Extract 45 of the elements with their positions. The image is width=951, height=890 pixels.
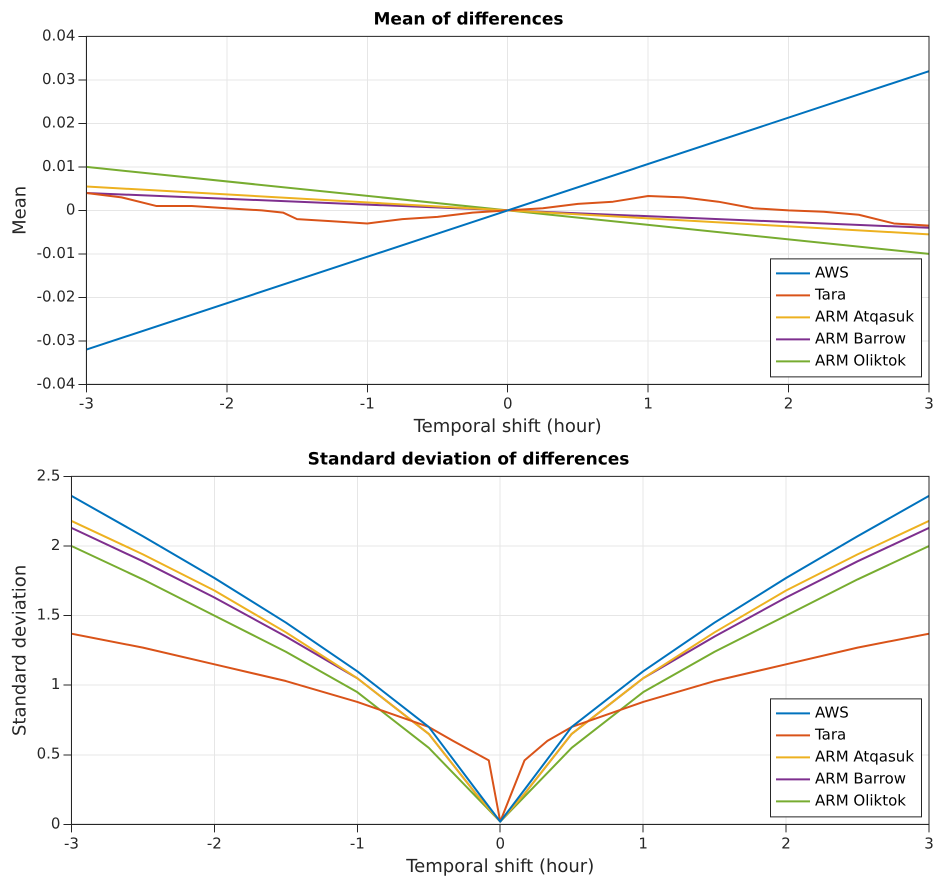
y-axis-title: Standard deviation (9, 564, 30, 736)
y-axis-title: Mean (9, 186, 30, 235)
x-tick-label: 2 (781, 834, 791, 852)
x-tick-label: -3 (64, 834, 79, 852)
y-tick-label: 0.02 (42, 113, 76, 132)
x-tick-label: 1 (638, 834, 648, 852)
x-tick-label: 3 (924, 834, 934, 852)
y-tick-label: -0.03 (36, 330, 76, 349)
x-tick-label: -1 (350, 834, 365, 852)
legend-label: Tara (814, 725, 846, 744)
y-tick-label: -0.01 (36, 244, 76, 262)
legend-label: ARM Oliktok (815, 351, 906, 370)
legend-label: ARM Atqasuk (815, 307, 914, 326)
x-tick-label: -3 (78, 394, 94, 412)
y-tick-label: -0.02 (36, 287, 76, 306)
legend-label: Tara (814, 285, 846, 304)
x-axis-title: Temporal shift (hour) (412, 416, 602, 437)
y-tick-label: 0.01 (42, 156, 76, 175)
x-tick-label: -2 (219, 394, 234, 412)
y-tick-label: 0.03 (42, 70, 76, 88)
x-tick-label: 0 (495, 834, 505, 852)
y-tick-label: 0.04 (42, 26, 76, 44)
y-tick-label: 1 (50, 675, 60, 694)
y-tick-label: 2 (50, 536, 60, 554)
legend-label: ARM Oliktok (815, 791, 906, 810)
x-tick-label: -2 (206, 834, 222, 852)
y-tick-label: 2.5 (36, 466, 60, 484)
chart-title: Standard deviation of differences (308, 450, 630, 470)
y-tick-label: 0 (66, 200, 76, 218)
x-tick-label: -1 (360, 394, 375, 412)
legend-label: ARM Barrow (815, 769, 906, 788)
x-tick-label: 3 (924, 394, 934, 412)
legend-label: AWS (815, 703, 849, 722)
y-tick-label: 0 (50, 814, 60, 832)
y-tick-label: 0.5 (36, 744, 60, 763)
y-tick-label: 1.5 (36, 605, 60, 624)
chart-title: Mean of differences (374, 10, 564, 30)
legend-label: ARM Barrow (815, 329, 906, 348)
x-tick-label: 0 (502, 394, 512, 412)
legend-label: ARM Atqasuk (815, 747, 914, 766)
x-tick-label: 2 (784, 394, 794, 412)
y-tick-label: -0.04 (36, 374, 76, 392)
x-axis-title: Temporal shift (hour) (405, 856, 594, 877)
legend-label: AWS (815, 263, 849, 282)
x-tick-label: 1 (643, 394, 653, 412)
